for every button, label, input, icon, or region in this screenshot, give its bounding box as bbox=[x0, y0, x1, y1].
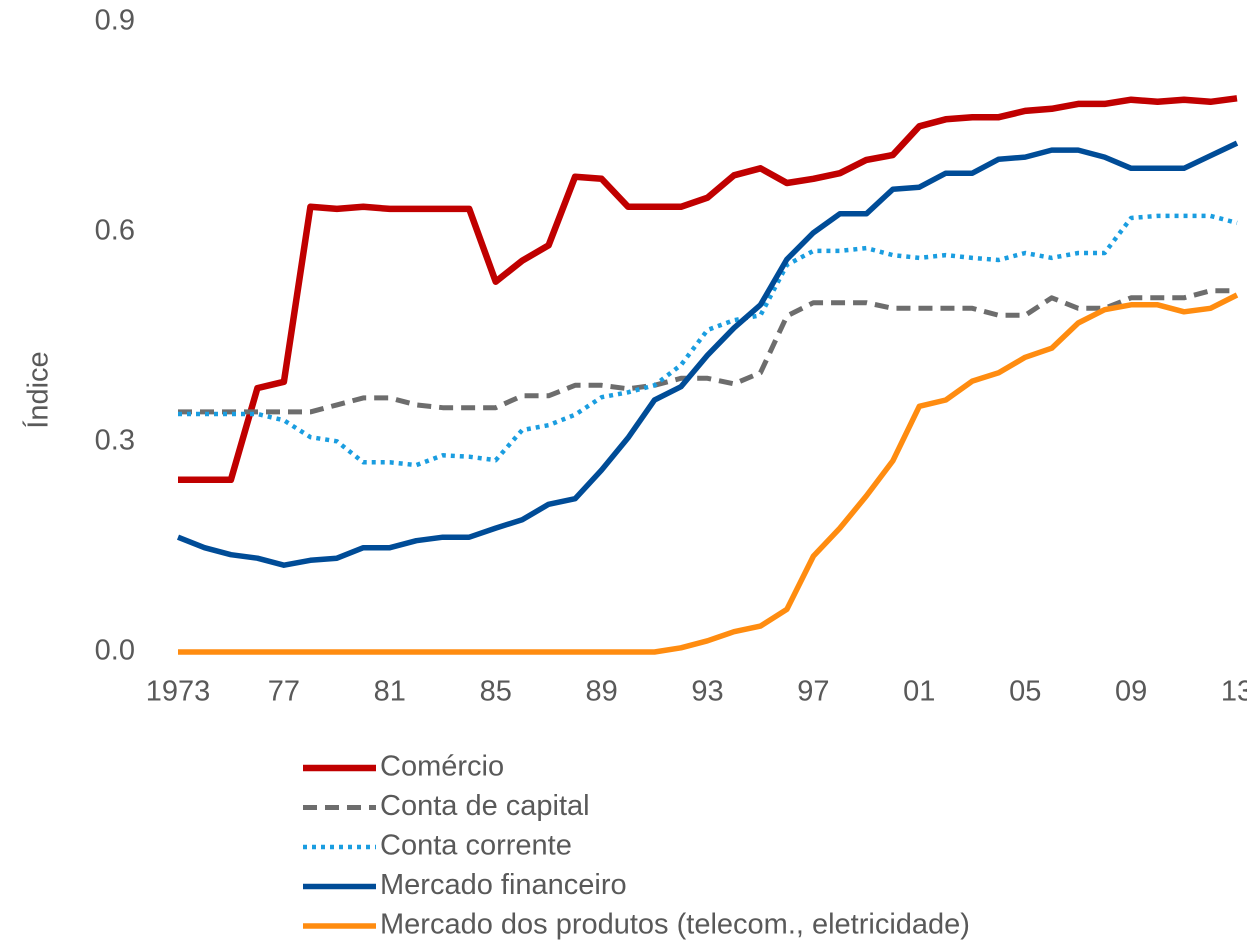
x-tick-label: 81 bbox=[374, 676, 406, 708]
legend-label: Mercado dos produtos (telecom., eletrici… bbox=[380, 909, 970, 941]
series-line bbox=[176, 140, 1239, 568]
x-tick-label: 13 bbox=[1221, 676, 1247, 708]
y-tick-label: 0.0 bbox=[95, 635, 135, 667]
x-tick-label: 89 bbox=[585, 676, 617, 708]
x-tick-label: 93 bbox=[691, 676, 723, 708]
x-tick-label: 97 bbox=[797, 676, 829, 708]
x-tick-label: 01 bbox=[903, 676, 935, 708]
y-tick-label: 0.6 bbox=[95, 215, 135, 247]
series-line bbox=[178, 292, 1239, 655]
legend-label: Mercado financeiro bbox=[380, 869, 627, 901]
x-tick-label: 77 bbox=[268, 676, 300, 708]
x-tick-label: 05 bbox=[1009, 676, 1041, 708]
legend-label: Comércio bbox=[380, 751, 504, 783]
x-tick-label: 85 bbox=[480, 676, 512, 708]
legend-label: Conta de capital bbox=[380, 790, 590, 822]
legend-label: Conta corrente bbox=[380, 830, 572, 862]
series-line bbox=[178, 288, 1237, 415]
y-axis-label: Índice bbox=[22, 351, 55, 428]
x-tick-label: 09 bbox=[1115, 676, 1147, 708]
x-tick-label: 1973 bbox=[146, 676, 211, 708]
y-tick-label: 0.3 bbox=[95, 425, 135, 457]
series-line bbox=[178, 213, 1238, 468]
series-line bbox=[178, 95, 1238, 484]
y-tick-label: 0.9 bbox=[95, 5, 135, 37]
